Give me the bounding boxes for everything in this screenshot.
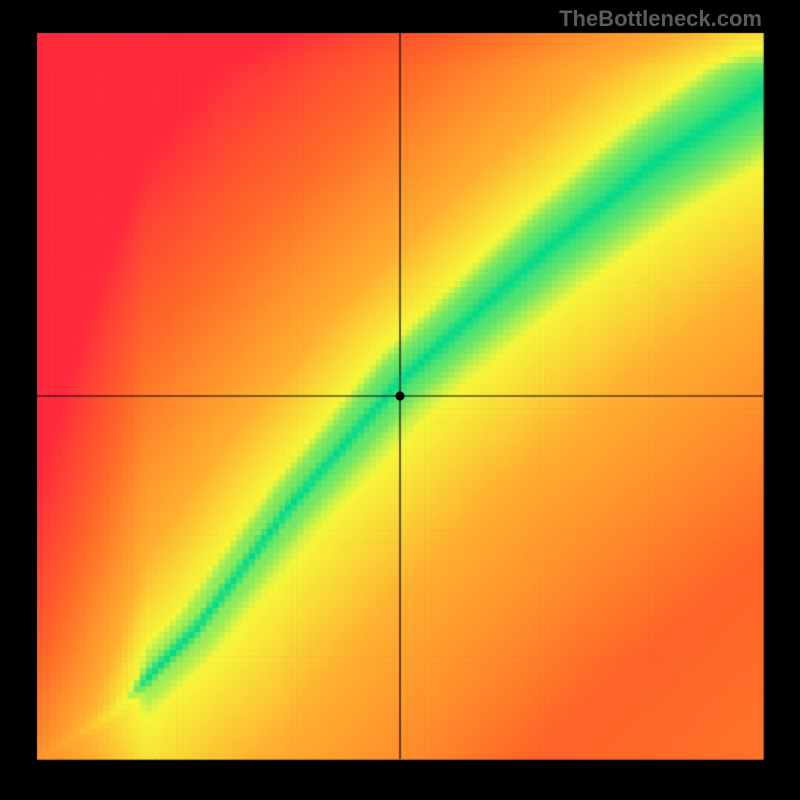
chart-container: TheBottleneck.com <box>0 0 800 800</box>
watermark-text: TheBottleneck.com <box>559 6 762 32</box>
heatmap-canvas <box>0 0 800 800</box>
